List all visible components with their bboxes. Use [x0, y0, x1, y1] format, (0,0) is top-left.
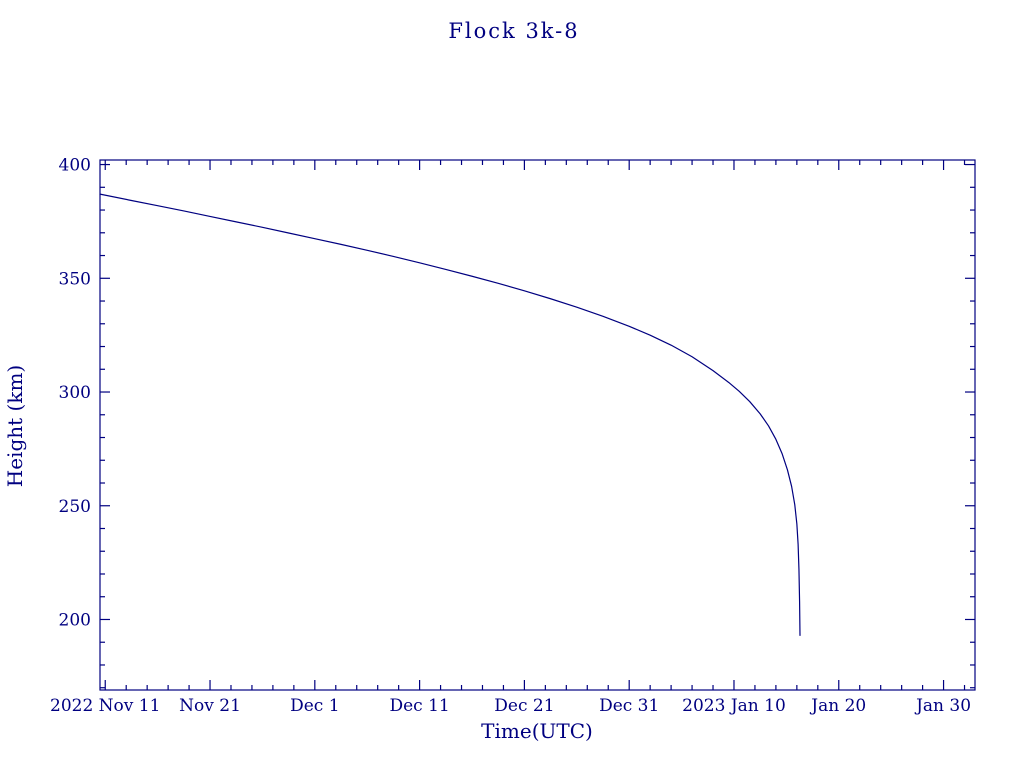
axis-ticks [100, 160, 975, 690]
chart-title: Flock 3k-8 [448, 19, 579, 43]
x-tick-label: Dec 11 [389, 696, 449, 716]
x-tick-label: 2023 Jan 10 [682, 696, 786, 716]
x-tick-label: Jan 20 [809, 696, 866, 716]
plot-frame [99, 159, 976, 691]
x-tick-label: Dec 31 [599, 696, 659, 716]
y-tick-label: 400 [59, 156, 91, 176]
x-tick-label: Nov 21 [179, 696, 241, 716]
y-tick-label: 350 [59, 269, 91, 289]
x-tick-label: 2022 Nov 11 [50, 696, 160, 716]
decay-curve [99, 193, 801, 637]
y-tick-label: 300 [59, 383, 91, 403]
x-axis-label: Time(UTC) [481, 719, 593, 743]
y-tick-label: 250 [59, 497, 91, 517]
y-axis-label: Height (km) [3, 365, 27, 487]
x-tick-label: Dec 1 [290, 696, 339, 716]
y-tick-label: 200 [59, 610, 91, 630]
axis-tick-labels: 2022 Nov 11 Nov 21 Dec 1 Dec 11 Dec 21 Dec 31… [50, 156, 971, 716]
x-tick-label: Jan 30 [914, 696, 971, 716]
x-tick-label: Dec 21 [494, 696, 554, 716]
